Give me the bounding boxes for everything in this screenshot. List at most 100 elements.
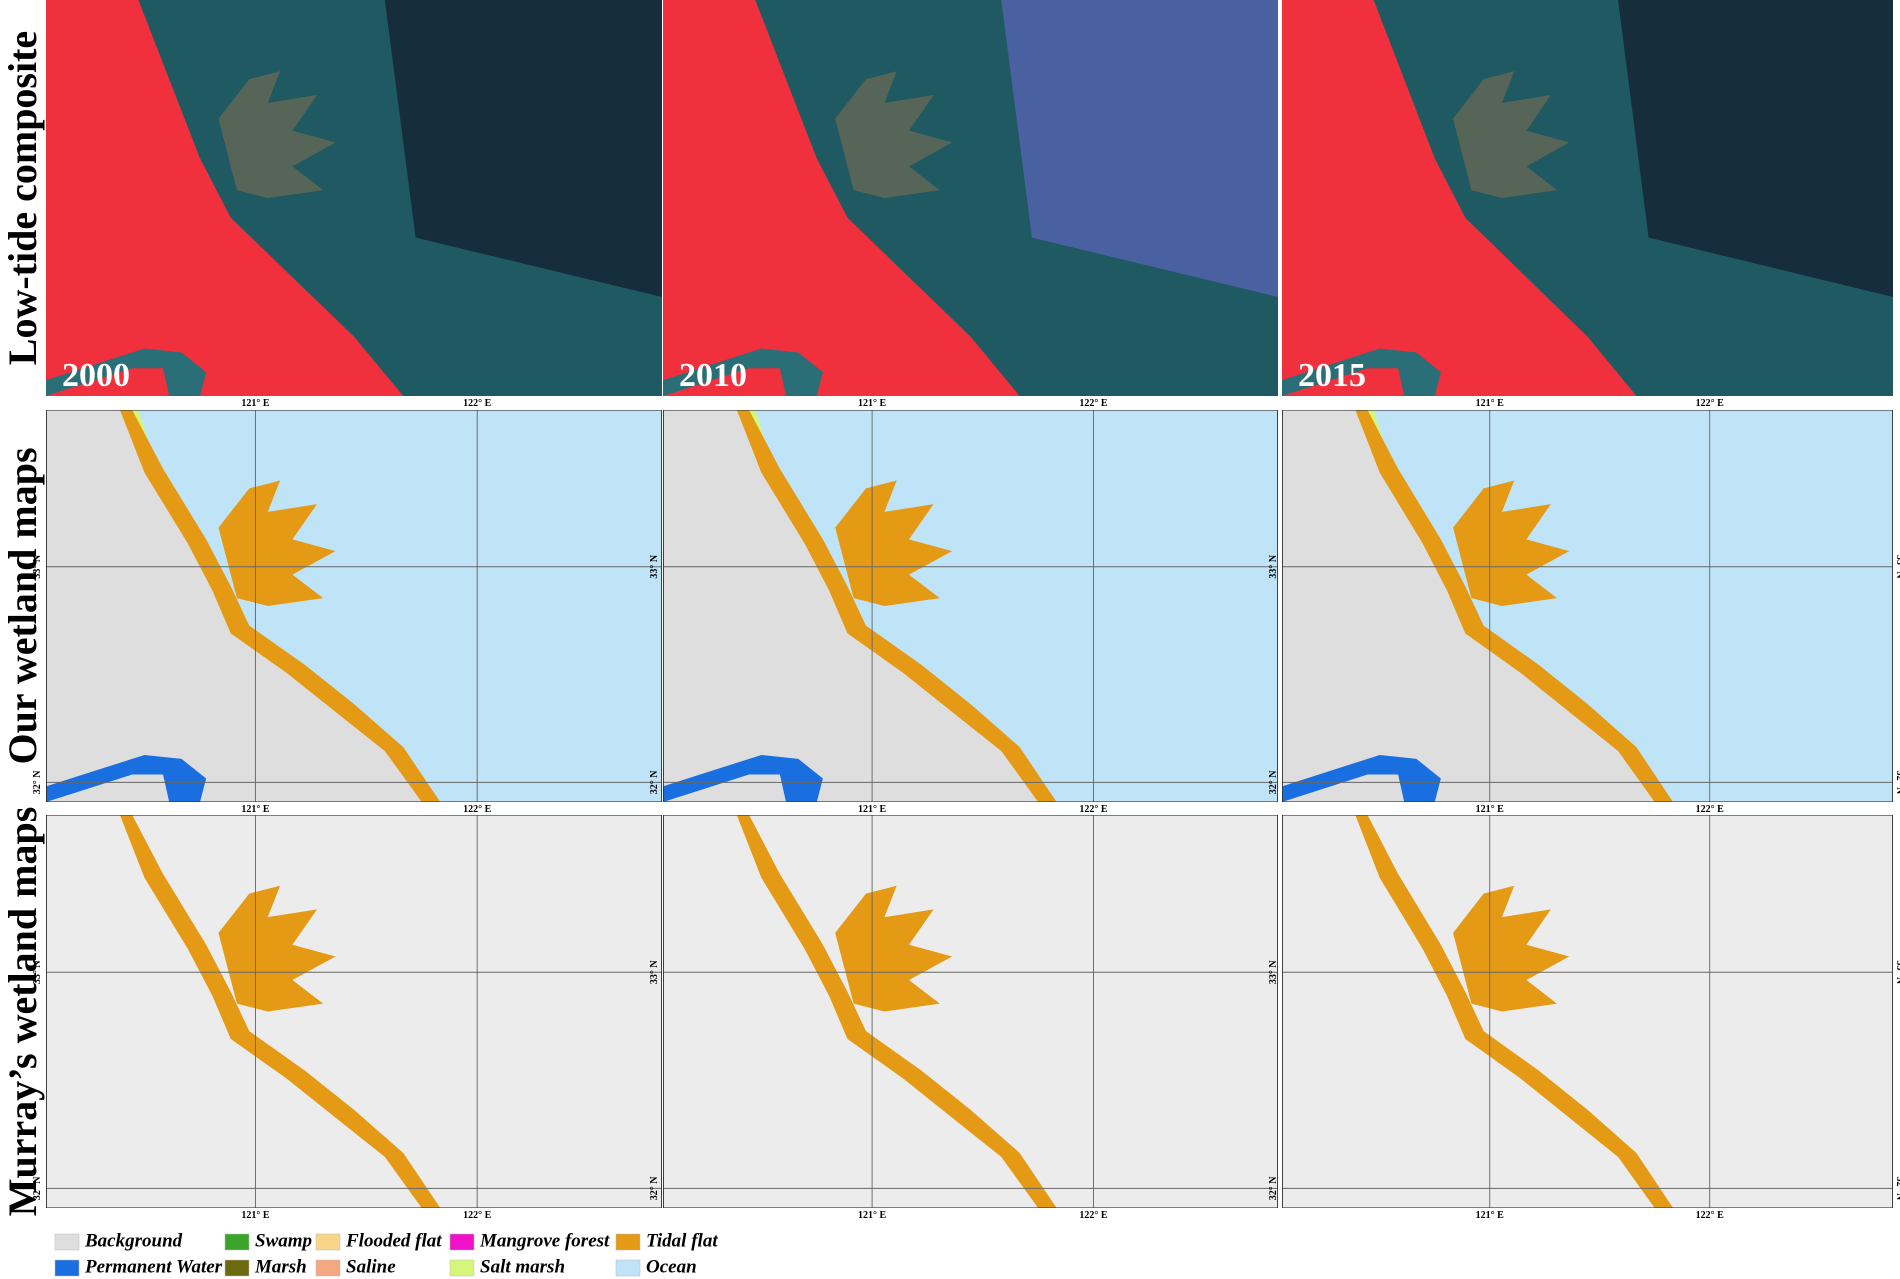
lon-label: 122° E (463, 804, 491, 815)
lat-label: 33° N (32, 960, 43, 984)
lon-label: 121° E (241, 1210, 269, 1221)
tidal-flat (1355, 815, 1674, 1208)
lon-label: 121° E (241, 398, 269, 409)
tidal-flat (835, 885, 953, 1012)
tidal-zone (835, 71, 953, 198)
offshore (384, 0, 662, 297)
lon-label: 122° E (1079, 804, 1107, 815)
legend-swatch (224, 1259, 250, 1277)
tidal-flat (119, 815, 441, 1208)
lat-label: 32° N (1268, 1176, 1279, 1200)
lat-label: 33° N (649, 960, 660, 984)
lat-label: 33° N (1894, 555, 1900, 579)
year-label: 2000 (62, 357, 130, 394)
legend-label: Flooded flat (345, 1230, 442, 1251)
legend-swatch (315, 1233, 341, 1251)
tidal-flat (1453, 885, 1570, 1012)
tidal-zone (218, 71, 336, 198)
lat-label: 32° N (1268, 770, 1279, 794)
map-panel (1282, 0, 1893, 396)
lon-label: 121° E (858, 804, 886, 815)
legend-label: Marsh (254, 1256, 307, 1277)
legend-label: Salt marsh (480, 1256, 565, 1277)
lon-label: 121° E (1476, 804, 1504, 815)
row-label: Our wetland maps (0, 447, 45, 764)
map-panel (46, 815, 662, 1208)
map-panel (46, 0, 662, 396)
river (1282, 348, 1441, 396)
lon-label: 121° E (1476, 398, 1504, 409)
year-label: 2010 (679, 357, 747, 394)
land (663, 0, 1020, 396)
river (46, 348, 207, 396)
permanent-water (1282, 754, 1441, 802)
tidal-flat (736, 410, 1057, 802)
lon-label: 122° E (1079, 1210, 1107, 1221)
map-panel (663, 0, 1278, 396)
background (663, 815, 1278, 1208)
legend-swatch (224, 1233, 250, 1251)
tidal-flat (1453, 480, 1570, 606)
tidal-flat (218, 480, 336, 606)
lat-label: 32° N (649, 770, 660, 794)
river (663, 348, 823, 396)
background (1282, 815, 1893, 1208)
lat-label: 32° N (1894, 1176, 1900, 1200)
lat-label: 32° N (32, 770, 43, 794)
legend-label: Swamp (255, 1230, 312, 1251)
tidal-flat (736, 815, 1057, 1208)
legend-label: Mangrove forest (479, 1230, 610, 1251)
map-panel (46, 410, 662, 802)
tidal-flat (218, 885, 336, 1012)
lat-label: 33° N (649, 554, 660, 578)
lon-label: 121° E (1476, 1210, 1504, 1221)
lat-label: 32° N (649, 1176, 660, 1200)
permanent-water (46, 754, 207, 802)
row-label: Low-tide composite (0, 31, 45, 365)
land (46, 0, 404, 396)
lon-label: 122° E (463, 1210, 491, 1221)
map-panel (663, 410, 1278, 802)
lon-label: 121° E (241, 804, 269, 815)
lat-label: 33° N (1268, 960, 1279, 984)
lat-label: 33° N (1894, 960, 1900, 984)
legend-swatch (615, 1233, 641, 1251)
offshore (1618, 0, 1893, 297)
tidal-flat (835, 480, 953, 606)
legend-label: Background (84, 1230, 183, 1251)
legend-swatch (315, 1259, 341, 1277)
tidal-zone (1453, 71, 1570, 198)
lon-label: 122° E (1696, 804, 1724, 815)
tidal-flat (1355, 410, 1674, 802)
legend-swatch (449, 1233, 475, 1251)
legend-swatch (449, 1259, 475, 1277)
tidal-flat (119, 410, 441, 802)
lat-label: 33° N (1268, 554, 1279, 578)
legend-label: Ocean (646, 1256, 697, 1277)
row-label: Murray’s wetland maps (0, 807, 45, 1217)
legend-swatch (54, 1233, 80, 1251)
map-panel (663, 815, 1278, 1208)
legend-label: Permanent Water (84, 1256, 223, 1277)
lon-label: 122° E (1696, 1210, 1724, 1221)
year-label: 2015 (1298, 357, 1366, 394)
map-panel (1282, 815, 1893, 1208)
land (1282, 0, 1637, 396)
lon-label: 122° E (463, 398, 491, 409)
map-panel (1282, 410, 1893, 802)
lon-label: 122° E (1079, 398, 1107, 409)
lon-label: 121° E (858, 1210, 886, 1221)
lat-label: 32° N (32, 1176, 43, 1200)
offshore (1001, 0, 1278, 297)
legend-label: Tidal flat (646, 1230, 718, 1251)
legend-swatch (54, 1259, 80, 1277)
legend-swatch (615, 1259, 641, 1277)
background (46, 815, 662, 1208)
permanent-water (663, 754, 823, 802)
lat-label: 33° N (32, 554, 43, 578)
lat-label: 32° N (1894, 771, 1900, 795)
lon-label: 122° E (1696, 398, 1724, 409)
lon-label: 121° E (858, 398, 886, 409)
legend-label: Saline (346, 1256, 396, 1277)
